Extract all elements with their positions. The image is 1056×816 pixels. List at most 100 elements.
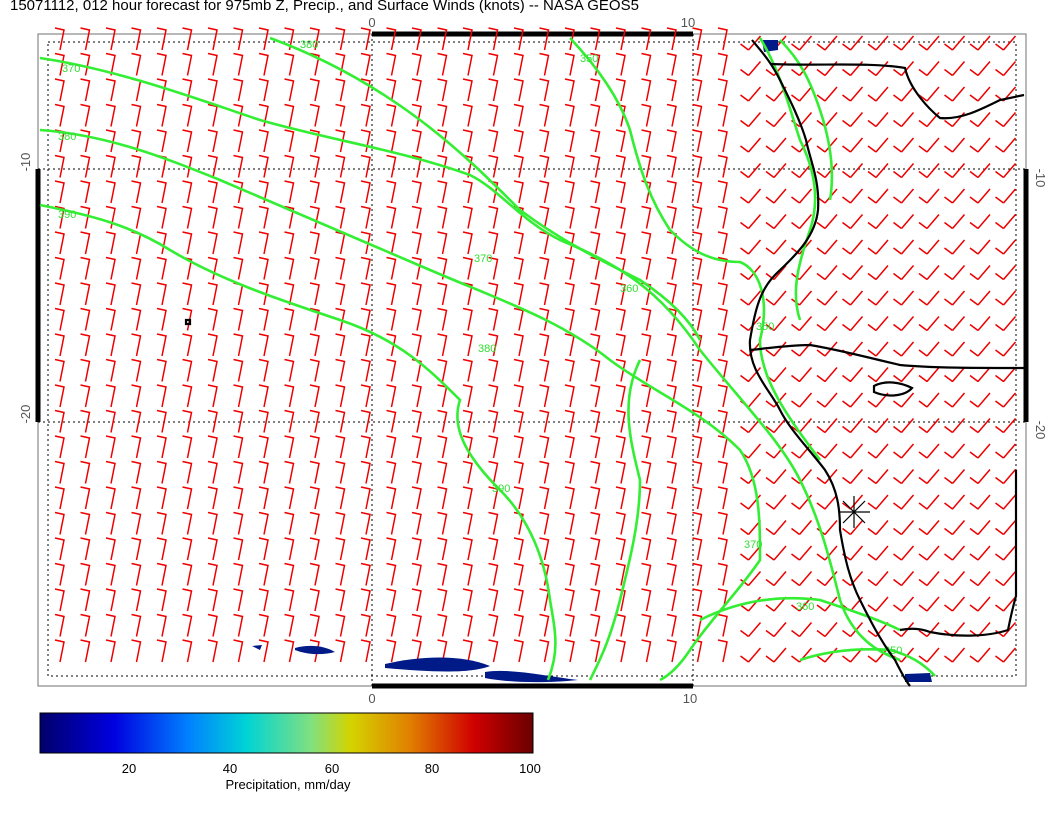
wind-barb — [182, 511, 193, 535]
wind-barb — [513, 511, 524, 535]
contour-label: 380 — [58, 131, 76, 143]
wind-barb — [692, 307, 703, 331]
wind-barb — [969, 188, 991, 204]
wind-barb — [309, 639, 320, 663]
wind-barb — [335, 205, 346, 229]
wind-barb — [765, 647, 787, 663]
contour-370-a — [39, 56, 901, 662]
wind-barb — [156, 435, 167, 459]
wind-barb — [717, 129, 728, 153]
wind-barb — [386, 460, 397, 484]
wind-barb — [360, 409, 371, 433]
wind-barb — [816, 35, 838, 51]
wind-barb — [740, 367, 762, 383]
wind-barb — [918, 647, 940, 663]
wind-barb — [867, 571, 889, 587]
wind-barb — [258, 358, 269, 382]
wind-barb — [182, 205, 193, 229]
wind-barb — [284, 460, 295, 484]
wind-barb — [182, 460, 193, 484]
wind-barb — [539, 78, 550, 102]
wind-barb — [842, 188, 864, 204]
wind-barb — [309, 103, 320, 127]
wind-barb — [411, 384, 422, 408]
wind-barb — [641, 537, 652, 561]
wind-barb — [258, 486, 269, 510]
wind-barb — [893, 367, 915, 383]
wind-barb — [258, 562, 269, 586]
wind-barb — [564, 486, 575, 510]
wind-barb — [666, 562, 677, 586]
wind-barb — [590, 27, 601, 51]
wind-barb — [590, 613, 601, 637]
wind-barb — [462, 358, 473, 382]
wind-barb — [80, 52, 91, 76]
bottom-tick-0: 0 — [368, 691, 375, 706]
wind-barb — [131, 78, 142, 102]
wind-barb — [590, 307, 601, 331]
wind-barb — [969, 163, 991, 179]
wind-barb — [284, 52, 295, 76]
wind-barb — [360, 613, 371, 637]
wind-barb — [437, 78, 448, 102]
wind-barb — [207, 256, 218, 280]
wind-barb — [539, 231, 550, 255]
wind-barb — [615, 435, 626, 459]
wind-barb — [233, 486, 244, 510]
wind-barb — [740, 137, 762, 153]
wind-barb — [182, 409, 193, 433]
wind-barb — [411, 205, 422, 229]
wind-barb — [54, 256, 65, 280]
wind-barb — [842, 214, 864, 230]
contour-label: 350 — [580, 53, 598, 65]
wind-barb — [615, 562, 626, 586]
wind-barb — [335, 231, 346, 255]
colorbar-label: Precipitation, mm/day — [226, 777, 351, 792]
wind-barb — [564, 588, 575, 612]
wind-barb — [233, 333, 244, 357]
wind-barb — [80, 129, 91, 153]
wind-barb — [284, 613, 295, 637]
wind-barb — [182, 282, 193, 306]
wind-barb — [360, 588, 371, 612]
wind-barb — [867, 290, 889, 306]
wind-barb — [513, 333, 524, 357]
wind-barb — [816, 163, 838, 179]
wind-barb — [360, 205, 371, 229]
wind-barb — [918, 367, 940, 383]
wind-barb — [513, 435, 524, 459]
wind-barb — [233, 384, 244, 408]
wind-barb — [513, 409, 524, 433]
wind-barb — [513, 52, 524, 76]
wind-barb — [641, 154, 652, 178]
wind-barb — [462, 256, 473, 280]
wind-barb — [513, 486, 524, 510]
wind-barb — [105, 282, 116, 306]
wind-barb — [564, 129, 575, 153]
wind-barb — [105, 613, 116, 637]
wind-barb — [995, 188, 1017, 204]
wind-barb — [258, 205, 269, 229]
wind-barb — [156, 460, 167, 484]
wind-barb — [131, 639, 142, 663]
wind-barb — [386, 358, 397, 382]
wind-barb — [641, 511, 652, 535]
wind-barb — [335, 562, 346, 586]
wind-barb — [54, 511, 65, 535]
wind-barb — [335, 154, 346, 178]
wind-barb — [944, 214, 966, 230]
wind-barb — [462, 486, 473, 510]
wind-barb — [437, 205, 448, 229]
wind-barb — [740, 239, 762, 255]
wind-barb — [944, 494, 966, 510]
wind-barb — [131, 307, 142, 331]
border-south — [899, 470, 1018, 637]
wind-barb — [918, 494, 940, 510]
wind-barb — [80, 333, 91, 357]
wind-barb — [666, 27, 677, 51]
wind-barb — [360, 384, 371, 408]
wind-barb — [80, 154, 91, 178]
wind-barb — [335, 282, 346, 306]
wind-barb — [717, 409, 728, 433]
wind-barb — [590, 460, 601, 484]
